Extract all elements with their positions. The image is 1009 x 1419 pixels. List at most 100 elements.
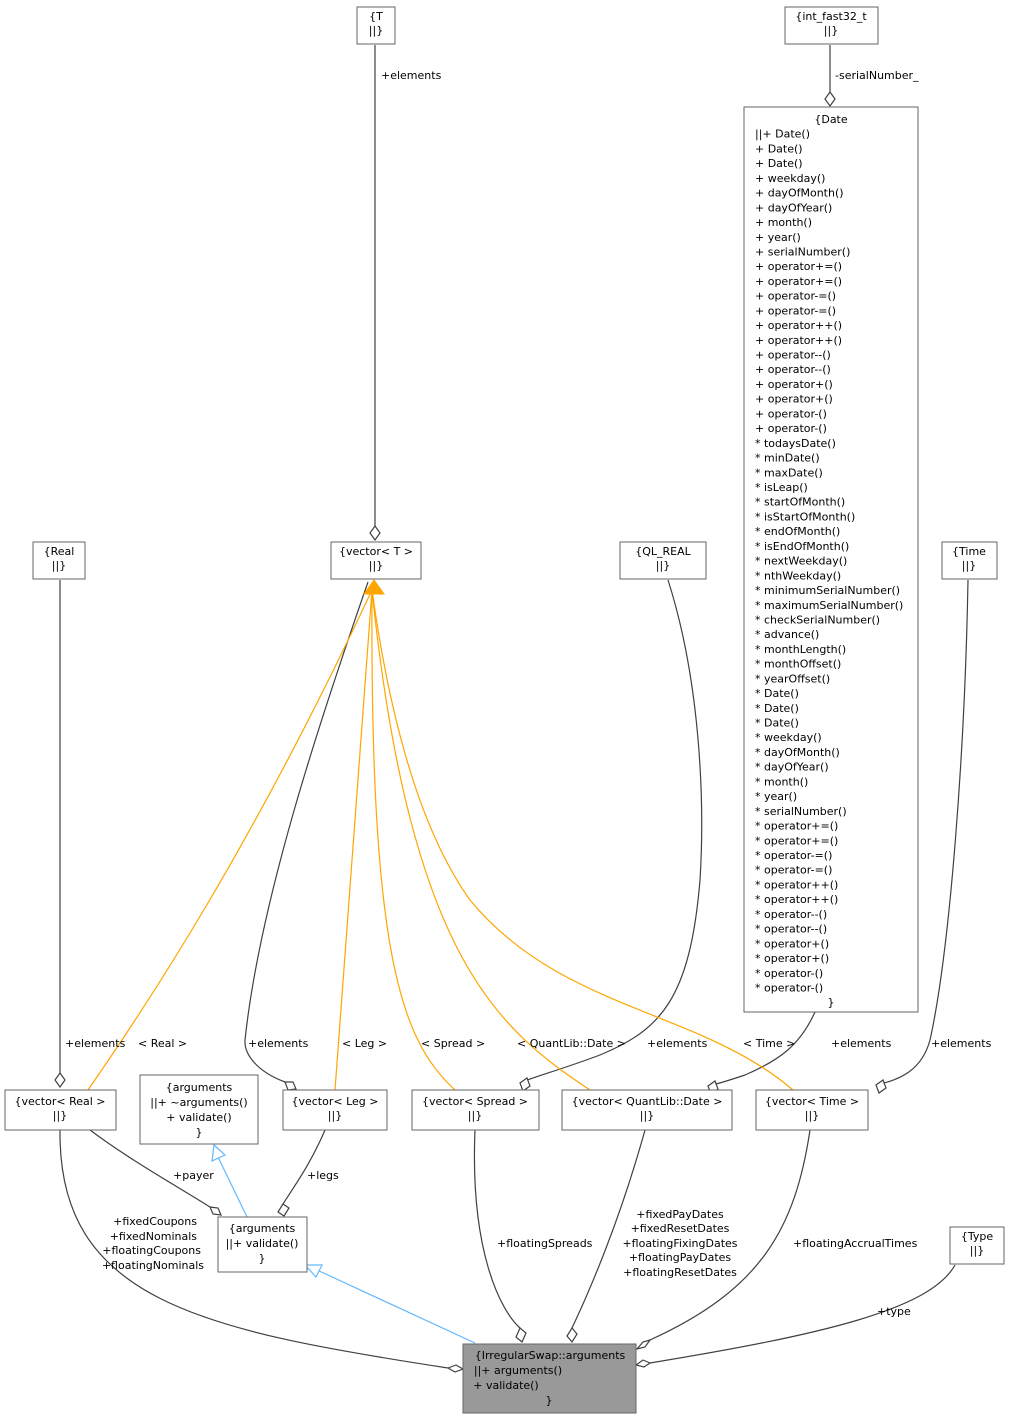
node-irregular-line-3: } bbox=[546, 1394, 553, 1407]
node-irregular-line-0: {IrregularSwap::arguments bbox=[475, 1349, 626, 1362]
node-date-line: * operator++() bbox=[755, 878, 838, 891]
node-date-line: + dayOfYear() bbox=[755, 201, 832, 214]
node-date-line: + operator-() bbox=[755, 422, 827, 435]
node-date-line: + operator+=() bbox=[755, 260, 842, 273]
diamond-vector-leg bbox=[284, 1081, 297, 1091]
node-ql-real-line-0: {QL_REAL bbox=[635, 545, 691, 558]
node-date-line: + operator+() bbox=[755, 393, 833, 406]
label-payer: +payer bbox=[173, 1169, 214, 1182]
node-t-line-1: ||} bbox=[369, 24, 383, 37]
node-type: {Type ||} bbox=[949, 1226, 1005, 1265]
edge-vectorreal-irregular bbox=[59, 1129, 449, 1369]
label-tmpl-real: < Real > bbox=[138, 1037, 187, 1050]
template-edge-real bbox=[87, 589, 373, 1091]
node-vector-t: {vector< T > ||} bbox=[330, 541, 422, 580]
node-date-line: * minimumSerialNumber() bbox=[755, 584, 900, 597]
diamond-irregular-date bbox=[566, 1326, 578, 1344]
node-date-line: * advance() bbox=[755, 628, 819, 641]
label-floating-accrual: +floatingAccrualTimes bbox=[793, 1237, 918, 1250]
template-arrowhead bbox=[363, 579, 385, 595]
node-arguments-base-line-1: ||+ ~arguments() bbox=[150, 1096, 247, 1109]
node-vector-leg: {vector< Leg > ||} bbox=[282, 1089, 388, 1131]
node-arguments-line-1: ||+ validate() bbox=[226, 1237, 299, 1250]
diamond-date bbox=[824, 90, 836, 108]
label-floating-spreads: +floatingSpreads bbox=[497, 1237, 593, 1250]
diamond-irregular-spread bbox=[515, 1327, 527, 1343]
node-arguments-base-line-2: + validate() bbox=[166, 1111, 231, 1124]
template-edge-leg bbox=[334, 589, 373, 1091]
label-date-members-3: +floatingPayDates bbox=[629, 1251, 732, 1264]
edge-vectordate-irregular bbox=[571, 1129, 646, 1329]
node-date-line: + weekday() bbox=[755, 172, 825, 185]
label-real-elements: +elements bbox=[65, 1037, 126, 1050]
node-vector-time-line-1: ||} bbox=[805, 1109, 819, 1122]
edge-vectortime-irregular bbox=[649, 1129, 811, 1341]
node-arguments-base-line-3: } bbox=[196, 1126, 203, 1139]
node-date-line: + operator--() bbox=[755, 349, 831, 362]
node-date-line: * operator--() bbox=[755, 923, 827, 936]
node-time-line-1: ||} bbox=[962, 559, 976, 572]
diamond-vector-spread bbox=[519, 1077, 531, 1092]
label-fixed-members-3: +floatingNominals bbox=[102, 1259, 204, 1272]
node-irregular-line-2: + validate() bbox=[473, 1379, 538, 1392]
node-date-line: * isEndOfMonth() bbox=[755, 540, 849, 553]
label-tmpl-spread: < Spread > bbox=[421, 1037, 485, 1050]
node-date-line: * operator-() bbox=[755, 981, 823, 994]
node-time: {Time ||} bbox=[941, 541, 998, 580]
node-arguments-base: {arguments ||+ ~arguments() + validate()… bbox=[139, 1074, 259, 1145]
node-date-line: * monthLength() bbox=[755, 643, 846, 656]
node-date-line: * operator--() bbox=[755, 908, 827, 921]
node-vector-real-line-1: ||} bbox=[53, 1109, 67, 1122]
node-date-line: * year() bbox=[755, 790, 797, 803]
label-fixed-members-0: +fixedCoupons bbox=[113, 1215, 197, 1228]
node-vector-real-line-0: {vector< Real > bbox=[14, 1095, 105, 1108]
node-ql-real-line-1: ||} bbox=[656, 559, 670, 572]
node-date-line: * checkSerialNumber() bbox=[755, 613, 880, 626]
label-leg-elements: +elements bbox=[248, 1037, 309, 1050]
node-date-line: * serialNumber() bbox=[755, 805, 847, 818]
edge-date-vectordate bbox=[707, 1011, 816, 1087]
node-vector-date-line-0: {vector< QuantLib::Date > bbox=[572, 1095, 723, 1108]
node-real: {Real ||} bbox=[32, 541, 86, 580]
edge-vectorspread-irregular bbox=[473, 1129, 521, 1329]
node-date-line: * Date() bbox=[755, 687, 799, 700]
label-date-members: +fixedPayDates +fixedResetDates +floatin… bbox=[622, 1208, 737, 1279]
node-date-line: * dayOfYear() bbox=[755, 761, 829, 774]
node-vector-leg-line-1: ||} bbox=[328, 1109, 342, 1122]
node-date-line: {Date bbox=[814, 113, 848, 126]
node-date-line: * operator+=() bbox=[755, 820, 838, 833]
node-date-line: + operator-=() bbox=[755, 304, 836, 317]
node-vector-date: {vector< QuantLib::Date > ||} bbox=[561, 1089, 733, 1131]
node-date-line: * maximumSerialNumber() bbox=[755, 599, 903, 612]
node-t-line-0: {T bbox=[369, 10, 383, 23]
node-date-line: + operator-=() bbox=[755, 290, 836, 303]
node-date-line: * dayOfMonth() bbox=[755, 746, 840, 759]
label-legs: +legs bbox=[307, 1169, 339, 1182]
node-date-line: * operator-=() bbox=[755, 849, 832, 862]
node-date-line: + operator+() bbox=[755, 378, 833, 391]
label-type: +type bbox=[877, 1305, 911, 1318]
node-int-fast32-t-line-1: ||} bbox=[824, 24, 838, 37]
node-date-line: ||+ Date() bbox=[755, 128, 810, 141]
label-tmpl-date: < QuantLib::Date > bbox=[517, 1037, 626, 1050]
diamond-arguments-legs bbox=[277, 1203, 290, 1217]
node-int-fast32-t: {int_fast32_t ||} bbox=[784, 6, 879, 45]
node-date-line: * Date() bbox=[755, 702, 799, 715]
label-date-members-1: +fixedResetDates bbox=[631, 1222, 730, 1235]
edge-time-vectortime bbox=[875, 579, 969, 1086]
node-date-line: * todaysDate() bbox=[755, 437, 836, 450]
node-vector-date-line-1: ||} bbox=[640, 1109, 654, 1122]
node-date-line: * Date() bbox=[755, 717, 799, 730]
diamond-irregular-real bbox=[446, 1364, 465, 1373]
node-real-line-1: ||} bbox=[52, 559, 66, 572]
label-fixed-members: +fixedCoupons +fixedNominals +floatingCo… bbox=[102, 1215, 204, 1272]
edge-vectort-vectorleg bbox=[244, 581, 369, 1083]
edge-vectorleg-arguments bbox=[282, 1129, 326, 1205]
edge-vectorreal-arguments bbox=[89, 1129, 211, 1208]
node-date-line: * operator-=() bbox=[755, 864, 832, 877]
node-vector-spread-line-0: {vector< Spread > bbox=[422, 1095, 528, 1108]
node-date-line: + operator+=() bbox=[755, 275, 842, 288]
node-date-line: * isLeap() bbox=[755, 481, 808, 494]
node-vector-real: {vector< Real > ||} bbox=[4, 1089, 117, 1131]
